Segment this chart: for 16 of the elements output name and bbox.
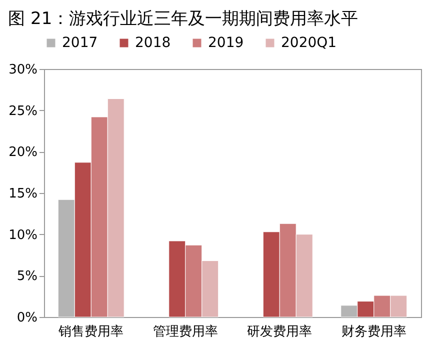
legend-label: 2018: [135, 35, 171, 51]
y-tick-label: 20%: [8, 145, 38, 160]
y-tick-label: 0%: [16, 310, 38, 326]
legend-label: 2019: [208, 35, 244, 51]
y-tick-label: 5%: [16, 269, 38, 284]
x-tick-label: 财务费用率: [341, 324, 406, 340]
chart-title: 图 21：游戏行业近三年及一期期间费用率水平: [8, 9, 358, 29]
x-tick-label: 管理费用率: [152, 324, 218, 340]
legend-label: 2020Q1: [281, 35, 337, 51]
y-tick-label: 25%: [8, 104, 38, 119]
legend-label: 2017: [62, 35, 98, 51]
x-tick-label: 研发费用率: [247, 324, 312, 340]
x-tick-label: 销售费用率: [58, 324, 124, 340]
y-tick-label: 30%: [8, 62, 38, 78]
y-tick-label: 10%: [8, 228, 38, 243]
y-tick-label: 15%: [8, 186, 38, 202]
